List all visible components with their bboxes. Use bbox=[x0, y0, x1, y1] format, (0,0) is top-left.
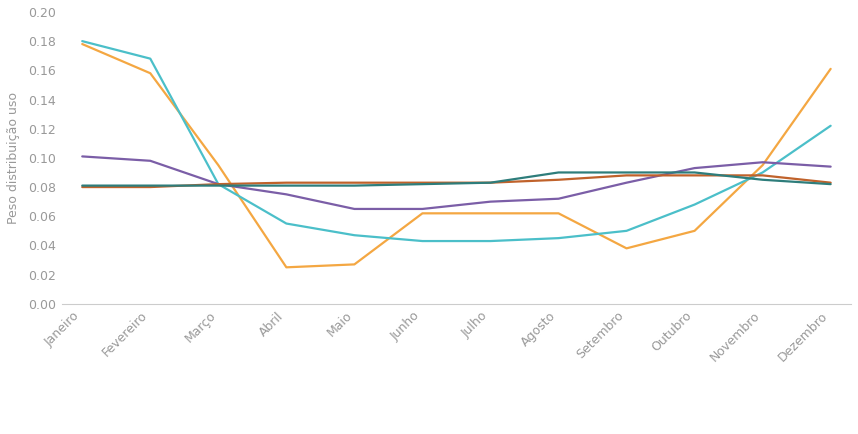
Norte bbox=[758, 173, 768, 178]
Line: Nordeste: Nordeste bbox=[82, 172, 831, 186]
Nordeste bbox=[417, 181, 427, 187]
Centro-Oeste bbox=[213, 181, 223, 187]
Norte bbox=[213, 181, 223, 187]
Norte bbox=[553, 177, 564, 182]
Norte bbox=[349, 180, 360, 185]
Line: Centro-Oeste: Centro-Oeste bbox=[82, 156, 831, 209]
Centro-Oeste bbox=[145, 158, 155, 163]
Norte bbox=[145, 184, 155, 190]
Centro-Oeste bbox=[621, 180, 631, 185]
Line: Sudeste: Sudeste bbox=[82, 44, 831, 267]
Centro-Oeste bbox=[553, 196, 564, 201]
Sul bbox=[825, 123, 836, 128]
Centro-Oeste bbox=[281, 192, 292, 197]
Sul bbox=[621, 228, 631, 233]
Norte bbox=[690, 173, 700, 178]
Line: Sul: Sul bbox=[82, 41, 831, 241]
Nordeste bbox=[213, 183, 223, 188]
Norte bbox=[621, 173, 631, 178]
Sudeste bbox=[621, 246, 631, 251]
Sudeste bbox=[417, 211, 427, 216]
Centro-Oeste bbox=[349, 206, 360, 211]
Sudeste bbox=[825, 66, 836, 72]
Sudeste bbox=[758, 163, 768, 168]
Sudeste bbox=[553, 211, 564, 216]
Sudeste bbox=[690, 228, 700, 233]
Norte bbox=[281, 180, 292, 185]
Centro-Oeste bbox=[690, 165, 700, 171]
Sul bbox=[77, 39, 88, 44]
Nordeste bbox=[349, 183, 360, 188]
Sudeste bbox=[486, 211, 496, 216]
Sudeste bbox=[213, 163, 223, 168]
Nordeste bbox=[825, 181, 836, 187]
Centro-Oeste bbox=[825, 164, 836, 169]
Norte bbox=[825, 180, 836, 185]
Norte bbox=[486, 180, 496, 185]
Norte bbox=[417, 180, 427, 185]
Sudeste bbox=[145, 71, 155, 76]
Sudeste bbox=[349, 262, 360, 267]
Nordeste bbox=[145, 183, 155, 188]
Sul bbox=[349, 233, 360, 238]
Centro-Oeste bbox=[77, 154, 88, 159]
Line: Norte: Norte bbox=[82, 175, 831, 187]
Sul bbox=[486, 238, 496, 243]
Centro-Oeste bbox=[758, 160, 768, 165]
Sul bbox=[213, 181, 223, 187]
Centro-Oeste bbox=[417, 206, 427, 211]
Sul bbox=[417, 238, 427, 243]
Sul bbox=[145, 56, 155, 61]
Y-axis label: Peso distribuição uso: Peso distribuição uso bbox=[7, 92, 20, 224]
Nordeste bbox=[553, 170, 564, 175]
Sul bbox=[758, 170, 768, 175]
Nordeste bbox=[621, 170, 631, 175]
Nordeste bbox=[281, 183, 292, 188]
Nordeste bbox=[758, 177, 768, 182]
Centro-Oeste bbox=[486, 199, 496, 204]
Nordeste bbox=[486, 180, 496, 185]
Sul bbox=[553, 236, 564, 241]
Sudeste bbox=[281, 265, 292, 270]
Sul bbox=[281, 221, 292, 226]
Sudeste bbox=[77, 41, 88, 46]
Nordeste bbox=[77, 183, 88, 188]
Norte bbox=[77, 184, 88, 190]
Sul bbox=[690, 202, 700, 207]
Nordeste bbox=[690, 170, 700, 175]
